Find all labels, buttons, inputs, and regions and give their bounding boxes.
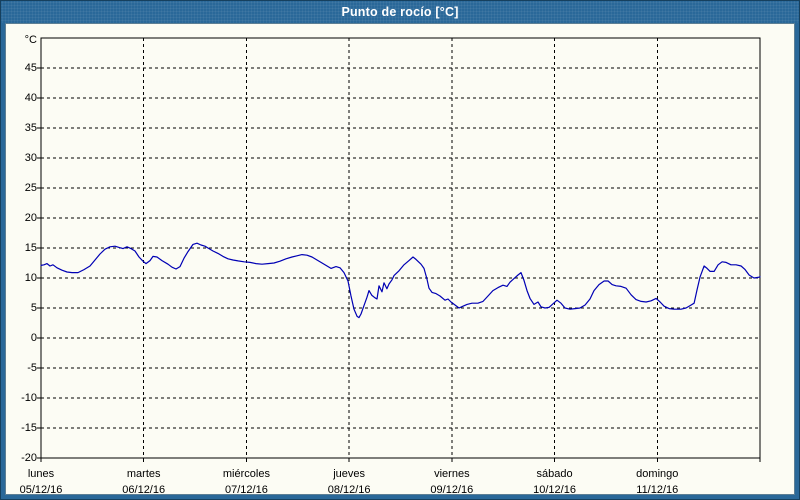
y-tick-label: 25 [24,182,37,194]
x-date-label: 11/12/16 [636,484,679,496]
x-day-label: martes [126,468,161,480]
dew-point-line [40,242,761,319]
x-date-label: 07/12/16 [225,484,268,496]
plot-container: °C 45 40 35 30 25 20 15 10 5 0 -5 -10 -15 -20 lunes 05/… [6,24,794,496]
y-tick-label: -5 [27,362,37,374]
x-date-label: 06/12/16 [122,484,166,496]
x-date-label: 08/12/16 [327,484,371,496]
x-date-label: 09/12/16 [430,484,474,496]
y-tick-label: 15 [24,242,37,254]
title-bar: Punto de rocío [°C] [1,1,799,23]
x-day-label: jueves [333,468,366,480]
x-day-label: viernes [434,468,470,480]
y-tick-label: 35 [24,122,37,134]
y-tick-label: 20 [24,212,37,224]
chart-title: Punto de rocío [°C] [341,5,459,19]
y-tick-label: -20 [21,452,37,464]
y-tick-label: 45 [24,62,37,74]
x-day-label: lunes [27,468,55,480]
x-day-label: sábado [536,468,573,480]
y-tick-label: 40 [24,92,37,104]
y-tick-label: -15 [21,422,37,434]
y-axis-unit-label: °C [24,34,37,46]
x-day-label: miércoles [222,468,270,480]
y-tick-label: 0 [30,332,37,344]
plot-border [40,37,761,459]
x-day-label: domingo [636,468,679,480]
y-tick-label: -10 [21,392,37,404]
x-date-label: 05/12/16 [19,484,63,496]
y-tick-label: 5 [30,302,37,314]
y-tick-label: 10 [24,272,37,284]
dew-point-chart [37,37,761,462]
chart-panel: °C 45 40 35 30 25 20 15 10 5 0 -5 -10 -15 -20 lunes 05/… [5,23,795,496]
y-tick-label: 30 [24,152,37,164]
x-date-label: 10/12/16 [533,484,576,496]
